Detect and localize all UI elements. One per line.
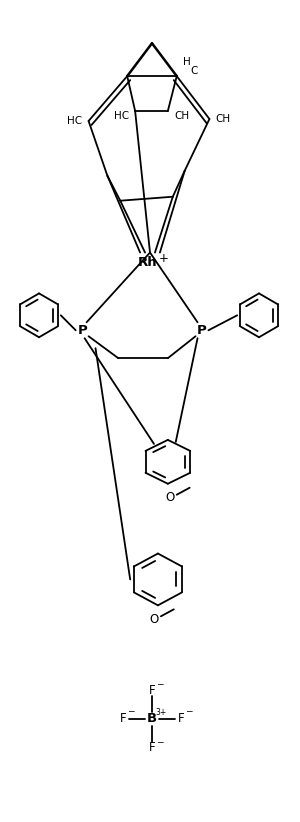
Text: B: B [147, 713, 157, 726]
Text: CH: CH [216, 114, 231, 124]
Text: −: − [185, 706, 192, 715]
Text: F: F [149, 741, 155, 755]
Text: HC: HC [67, 116, 82, 126]
Text: Rh: Rh [138, 256, 158, 269]
Text: F: F [120, 713, 127, 726]
Text: CH: CH [174, 111, 189, 121]
Text: F: F [177, 713, 184, 726]
Text: 3+: 3+ [155, 709, 167, 718]
Text: P: P [78, 324, 88, 337]
Text: −: − [156, 737, 164, 746]
Text: HC: HC [114, 111, 129, 121]
Text: O: O [149, 612, 159, 626]
Text: −: − [128, 706, 135, 715]
Text: C: C [190, 66, 197, 76]
Text: O: O [165, 492, 174, 504]
Text: −: − [156, 680, 164, 689]
Text: F: F [149, 684, 155, 696]
Text: +: + [159, 252, 169, 265]
Text: H: H [183, 58, 190, 67]
Text: P: P [196, 324, 206, 337]
